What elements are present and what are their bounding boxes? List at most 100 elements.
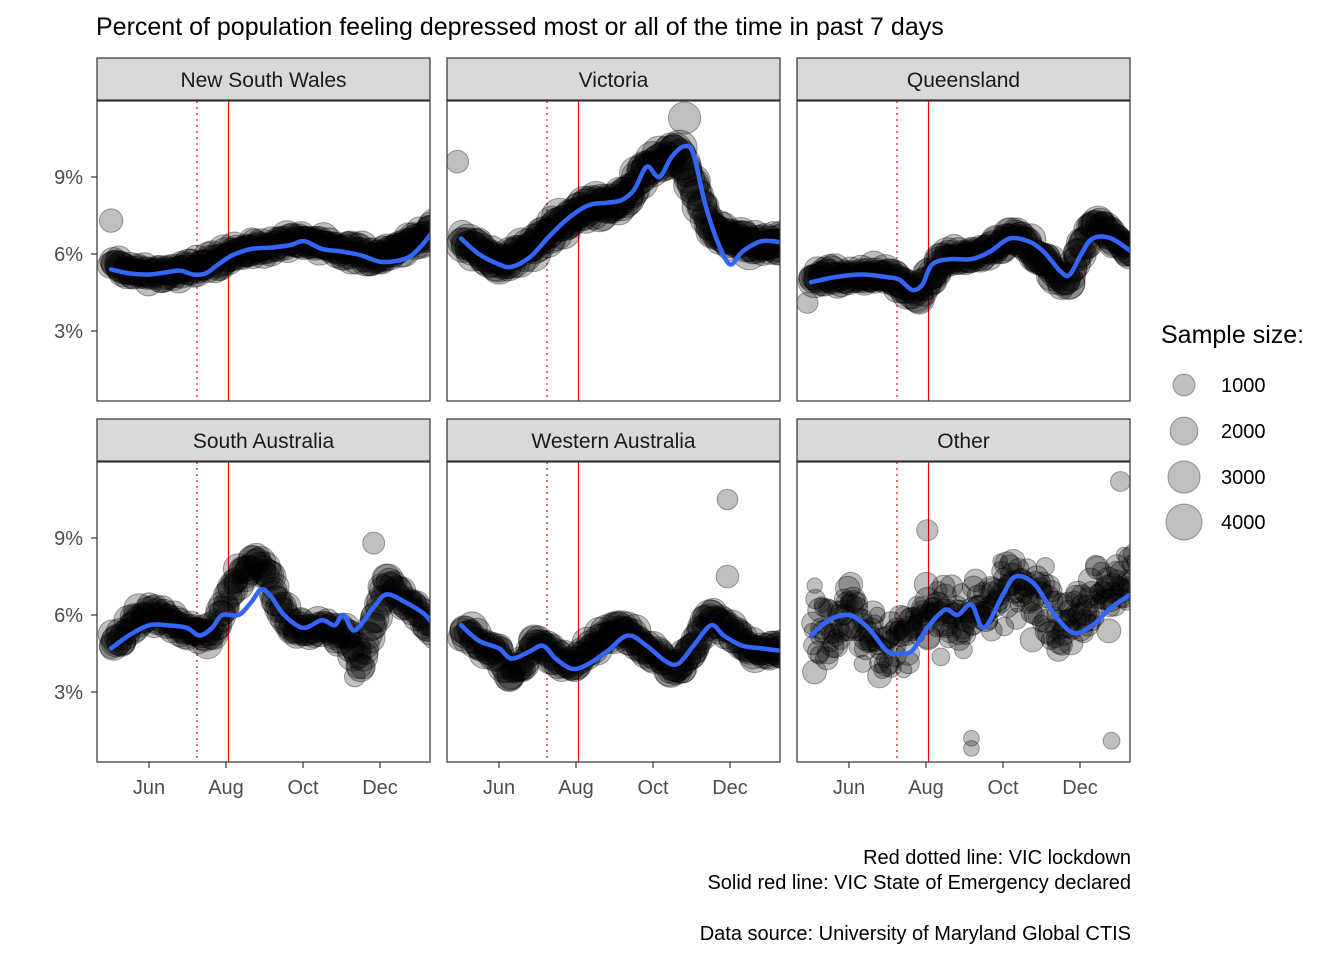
data-point xyxy=(848,263,881,296)
data-point xyxy=(406,216,430,244)
data-point xyxy=(223,570,255,601)
data-point xyxy=(527,216,560,248)
data-point xyxy=(910,596,936,621)
data-point xyxy=(689,604,721,637)
data-point xyxy=(1000,548,1026,575)
data-point xyxy=(867,663,893,689)
data-point xyxy=(519,226,556,263)
data-point xyxy=(705,608,739,642)
data-point xyxy=(447,227,482,263)
data-point xyxy=(98,208,124,233)
data-point xyxy=(497,664,524,691)
data-point xyxy=(392,222,425,254)
data-point xyxy=(954,640,973,660)
data-point xyxy=(557,204,589,236)
data-point xyxy=(269,591,302,624)
data-point xyxy=(255,560,287,592)
x-tick-label: Jun xyxy=(483,777,515,799)
data-point xyxy=(1051,634,1073,656)
data-point xyxy=(951,620,974,643)
data-point xyxy=(938,628,959,649)
data-point xyxy=(715,564,740,589)
data-point xyxy=(1005,607,1028,630)
data-point xyxy=(888,604,913,629)
panel-victoria: Victoria xyxy=(446,57,781,402)
data-point xyxy=(845,591,868,614)
data-point xyxy=(159,253,190,283)
points-group xyxy=(447,488,780,693)
data-point xyxy=(518,231,551,265)
data-point xyxy=(807,597,833,623)
data-point xyxy=(767,229,780,260)
data-point xyxy=(299,615,328,645)
data-point xyxy=(493,661,524,692)
data-point xyxy=(869,652,890,674)
data-point xyxy=(833,588,855,610)
panel-background xyxy=(447,462,780,762)
data-point xyxy=(880,656,902,678)
data-point xyxy=(1081,604,1100,623)
data-point xyxy=(113,618,141,646)
data-point xyxy=(760,228,780,262)
data-point xyxy=(1080,209,1112,241)
data-point xyxy=(321,618,351,649)
data-point xyxy=(868,637,892,660)
data-point xyxy=(814,597,834,618)
data-point xyxy=(518,625,549,657)
data-point xyxy=(1037,620,1062,646)
data-point xyxy=(100,625,132,658)
chart-title: Percent of population feeling depressed … xyxy=(96,13,944,41)
data-point xyxy=(244,546,277,578)
data-point xyxy=(823,632,849,659)
smooth-line xyxy=(808,573,1130,657)
data-point xyxy=(986,235,1016,265)
data-point xyxy=(1067,602,1092,627)
data-point xyxy=(1093,589,1114,611)
data-point xyxy=(538,211,569,242)
data-point xyxy=(212,580,243,611)
data-point xyxy=(916,519,939,542)
data-point xyxy=(897,607,923,633)
data-point xyxy=(1067,605,1088,626)
data-point xyxy=(806,577,823,594)
panel-border xyxy=(796,100,1131,402)
data-point xyxy=(741,226,777,263)
data-point xyxy=(1035,556,1055,577)
panel-background xyxy=(447,101,780,401)
data-point xyxy=(700,606,734,639)
data-point xyxy=(1120,570,1130,591)
smooth-line xyxy=(808,234,1130,293)
data-point xyxy=(895,615,922,642)
data-point xyxy=(149,595,176,622)
data-point xyxy=(1045,629,1065,649)
data-point xyxy=(398,597,427,626)
data-point xyxy=(1108,561,1130,586)
panel-other: Other Jun Aug Oct Dec xyxy=(796,418,1131,799)
data-point xyxy=(947,627,971,651)
data-point xyxy=(578,632,606,660)
points-group xyxy=(447,101,780,285)
data-point xyxy=(344,642,372,670)
data-point xyxy=(978,575,1004,602)
legend-key xyxy=(1167,460,1201,494)
data-point xyxy=(667,101,702,135)
data-point xyxy=(543,649,573,680)
data-point xyxy=(412,611,430,643)
data-point xyxy=(911,600,934,623)
data-point xyxy=(220,568,247,595)
data-point xyxy=(1078,587,1100,609)
panel-background xyxy=(797,101,1130,401)
data-point xyxy=(858,633,878,653)
data-point xyxy=(973,581,994,603)
panel-border xyxy=(96,100,431,402)
x-tick-label: Aug xyxy=(208,777,244,799)
x-tick-label: Dec xyxy=(362,777,398,799)
data-point xyxy=(1052,268,1080,296)
panel-border xyxy=(446,461,781,763)
data-point xyxy=(500,652,531,683)
data-point xyxy=(515,230,548,263)
y-tick-label: 3% xyxy=(54,682,83,704)
data-point xyxy=(654,132,687,165)
y-tick-label: 6% xyxy=(54,605,83,627)
